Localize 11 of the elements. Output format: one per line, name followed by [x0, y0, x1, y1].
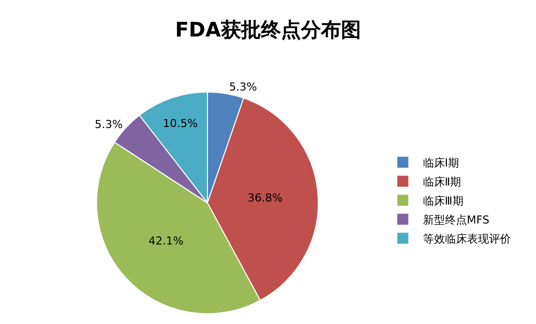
legend-label: 临床Ⅰ期 — [422, 156, 460, 170]
data-label: 36.8% — [248, 192, 283, 205]
legend-label: 临床Ⅲ期 — [422, 194, 464, 208]
data-label: 5.3% — [229, 80, 258, 94]
data-label: 42.1% — [148, 234, 184, 248]
legend-label: 等效临床表现评价 — [422, 232, 511, 246]
data-label: 5.3% — [94, 118, 123, 132]
legend-label: 新型终点MFS — [422, 213, 490, 226]
data-label: 10.5% — [162, 117, 198, 130]
legend-label: 临床Ⅱ期 — [422, 175, 462, 188]
chart-title: FDA获批终点分布图 — [175, 18, 361, 42]
